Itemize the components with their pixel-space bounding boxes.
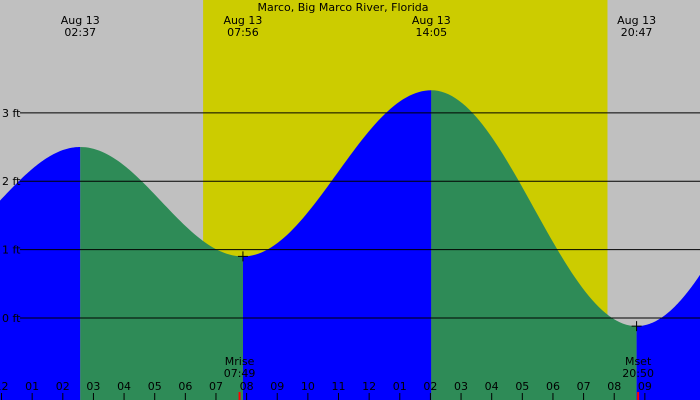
hour-tick-label: 06 (546, 380, 560, 393)
hour-tick-label: 12 (362, 380, 376, 393)
hour-tick-label: 01 (25, 380, 39, 393)
tide-areas (0, 90, 700, 400)
moon-event-name: Mset (625, 355, 652, 368)
hour-tick-label: 03 (86, 380, 100, 393)
moon-event-time: 07:49 (224, 367, 256, 380)
extreme-time-label: 02:37 (64, 26, 96, 39)
y-tick-label: 0 ft (2, 312, 21, 325)
y-tick-label: 3 ft (2, 107, 21, 120)
extreme-date-label: Aug 13 (617, 14, 656, 27)
moon-event-time: 20:50 (622, 367, 654, 380)
y-tick-label: 1 ft (2, 244, 21, 257)
hour-tick-label: 10 (301, 380, 315, 393)
hour-tick-label: 05 (148, 380, 162, 393)
hour-tick-label: 04 (485, 380, 499, 393)
hour-tick-label: 02 (423, 380, 437, 393)
hour-tick-label: 11 (332, 380, 346, 393)
hour-tick-label: 06 (178, 380, 192, 393)
hour-tick-label: 07 (209, 380, 223, 393)
low-tide-marker (237, 251, 248, 262)
hour-tick-label: 07 (577, 380, 591, 393)
extreme-time-label: 20:47 (621, 26, 653, 39)
hour-tick-label: 09 (638, 380, 652, 393)
hour-tick-label: 08 (607, 380, 621, 393)
gridlines (20, 112, 700, 319)
extreme-date-label: Aug 13 (223, 14, 262, 27)
rising-tide-area (0, 147, 81, 400)
low-tide-marker (631, 321, 642, 332)
hour-tick-label: 12 (0, 380, 9, 393)
y-tick-label: 2 ft (2, 175, 21, 188)
rising-tide-area (636, 274, 700, 400)
hour-tick-label: 02 (56, 380, 70, 393)
hour-tick-label: 09 (270, 380, 284, 393)
falling-tide-area (431, 90, 637, 400)
hour-tick-label: 05 (515, 380, 529, 393)
y-tick-labels: 0 ft 1 ft 2 ft 3 ft (2, 107, 21, 325)
extreme-date-label: Aug 13 (61, 14, 100, 27)
hour-tick-label: 03 (454, 380, 468, 393)
chart-title: Marco, Big Marco River, Florida (257, 1, 428, 14)
extreme-time-label: 14:05 (415, 26, 447, 39)
low-markers (237, 251, 642, 332)
hour-tick-label: 01 (393, 380, 407, 393)
moon-event-name: Mrise (225, 355, 255, 368)
extreme-date-label: Aug 13 (412, 14, 451, 27)
hour-ticks: 1112010203040506070809101112010203040506… (0, 380, 652, 400)
rising-tide-area (242, 90, 432, 400)
hour-tick-label: 08 (240, 380, 254, 393)
hour-tick-label: 04 (117, 380, 131, 393)
extreme-time-label: 07:56 (227, 26, 259, 39)
falling-tide-area (80, 147, 243, 400)
